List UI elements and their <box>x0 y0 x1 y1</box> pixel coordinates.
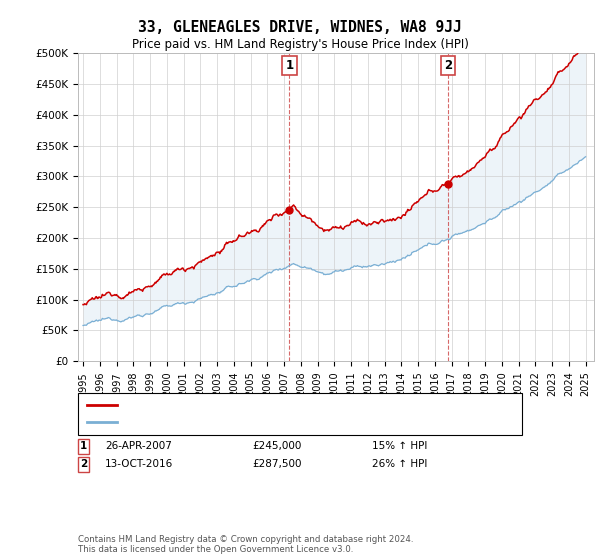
Text: Price paid vs. HM Land Registry's House Price Index (HPI): Price paid vs. HM Land Registry's House … <box>131 38 469 50</box>
Text: 26% ↑ HPI: 26% ↑ HPI <box>372 459 427 469</box>
Text: Contains HM Land Registry data © Crown copyright and database right 2024.
This d: Contains HM Land Registry data © Crown c… <box>78 535 413 554</box>
Text: 1: 1 <box>80 441 87 451</box>
Text: £245,000: £245,000 <box>252 441 301 451</box>
Text: 33, GLENEAGLES DRIVE, WIDNES, WA8 9JJ (detached house): 33, GLENEAGLES DRIVE, WIDNES, WA8 9JJ (d… <box>122 400 435 410</box>
Text: £287,500: £287,500 <box>252 459 302 469</box>
Text: 2: 2 <box>80 459 87 469</box>
Text: 26-APR-2007: 26-APR-2007 <box>105 441 172 451</box>
Text: 33, GLENEAGLES DRIVE, WIDNES, WA8 9JJ: 33, GLENEAGLES DRIVE, WIDNES, WA8 9JJ <box>138 20 462 35</box>
Text: 13-OCT-2016: 13-OCT-2016 <box>105 459 173 469</box>
Text: 1: 1 <box>286 59 293 72</box>
Text: 2: 2 <box>444 59 452 72</box>
Text: 15% ↑ HPI: 15% ↑ HPI <box>372 441 427 451</box>
Text: HPI: Average price, detached house, Halton: HPI: Average price, detached house, Halt… <box>122 417 349 427</box>
